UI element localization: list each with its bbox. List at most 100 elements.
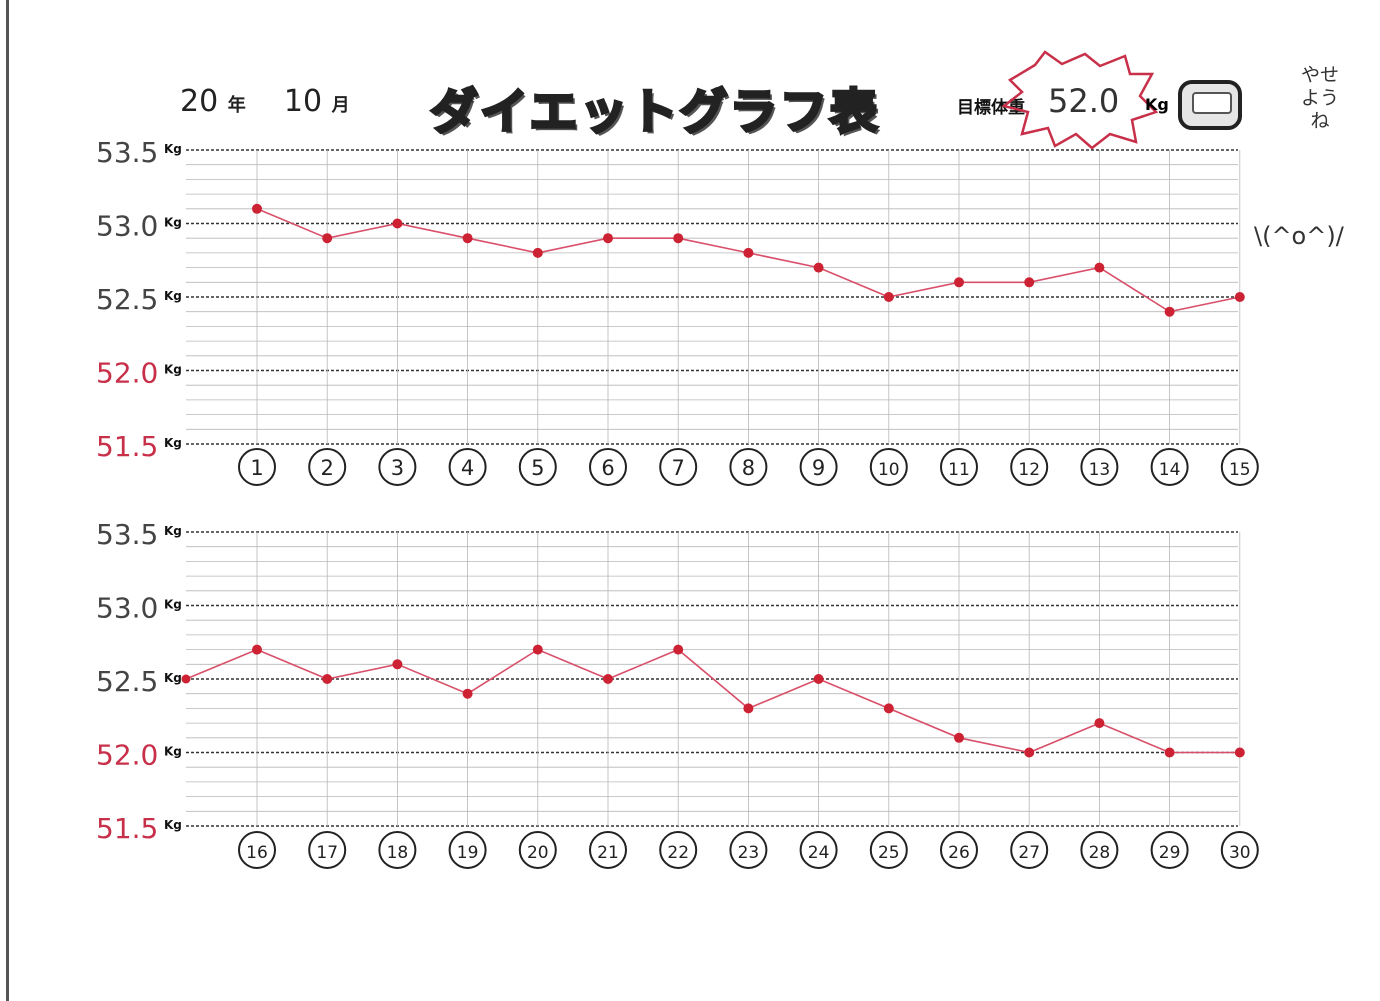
x-tick-label: 27 (1018, 843, 1040, 863)
day-circle (448, 831, 487, 869)
data-point (252, 644, 262, 655)
data-point (252, 203, 262, 214)
month-unit: 月 (331, 95, 350, 116)
day-circle (659, 831, 698, 869)
x-tick-label: 11 (948, 460, 970, 480)
x-tick-label: 29 (1159, 843, 1181, 863)
y-unit-label: Kg (164, 745, 182, 759)
day-circle (1010, 831, 1049, 869)
page-title: ダイエットグラフ表 (429, 83, 880, 142)
year-value: 20 (180, 84, 219, 119)
y-unit-label: Kg (164, 363, 182, 377)
day-circle (238, 448, 276, 486)
x-tick-label: 6 (601, 456, 614, 480)
data-point (1094, 718, 1105, 729)
data-point (883, 292, 894, 302)
series-line (185, 648, 1240, 754)
day-circle (308, 831, 347, 869)
day-circle (1220, 448, 1259, 486)
day-circle (1150, 448, 1189, 486)
goal-weight-value: 52.0 (1048, 82, 1120, 120)
day-circle (940, 448, 978, 486)
data-point (322, 233, 333, 244)
x-tick-label: 23 (738, 843, 760, 863)
scale-icon (1178, 80, 1242, 130)
day-circle (308, 448, 347, 486)
x-tick-label: 10 (878, 460, 900, 480)
data-point (1024, 747, 1035, 758)
data-point (813, 674, 824, 684)
day-circle (729, 448, 768, 486)
x-tick-label: 21 (597, 843, 619, 863)
day-circle (1010, 448, 1049, 486)
y-tick-label: 53.0 (96, 210, 158, 243)
data-point (743, 247, 754, 258)
data-point (883, 703, 894, 714)
day-circle (448, 448, 487, 486)
day-circle (589, 448, 627, 486)
day-circle (1080, 831, 1119, 869)
x-tick-label: 13 (1089, 460, 1111, 480)
data-point (954, 277, 964, 288)
x-tick-label: 20 (527, 843, 549, 863)
page-edge (6, 0, 9, 1001)
x-tick-label: 4 (461, 456, 474, 480)
day-circle (518, 448, 557, 486)
x-tick-label: 14 (1159, 460, 1181, 480)
x-tick-label: 30 (1229, 843, 1251, 863)
goal-burst-icon (1001, 50, 1159, 150)
handwritten-note: やせようね (1300, 64, 1339, 132)
y-unit-label: Kg (164, 142, 182, 156)
day-circle (378, 448, 417, 486)
y-tick-label: 52.0 (96, 739, 158, 772)
data-point (954, 732, 964, 743)
y-unit-label: Kg (164, 818, 182, 832)
data-point (673, 233, 684, 244)
day-circle (378, 831, 417, 869)
y-unit-label: Kg (164, 216, 182, 230)
x-tick-label: 24 (808, 843, 830, 863)
data-point (603, 674, 613, 684)
y-unit-label: Kg (164, 289, 182, 303)
y-tick-label: 53.5 (96, 518, 158, 551)
year-unit: 年 (227, 95, 246, 116)
date-header: 20 年 10 月 (180, 84, 350, 119)
day-circle (799, 448, 838, 486)
data-point (603, 233, 613, 244)
y-tick-label: 52.0 (96, 357, 158, 390)
x-tick-label: 26 (948, 843, 970, 863)
data-point (1234, 292, 1245, 302)
day-circle (799, 831, 838, 869)
day-circle (1080, 448, 1119, 486)
day-circle (238, 831, 276, 869)
data-point (462, 233, 473, 244)
x-tick-label: 7 (672, 456, 685, 480)
data-point (1164, 306, 1175, 317)
x-tick-label: 15 (1229, 460, 1251, 480)
data-point (1024, 277, 1035, 288)
data-point (743, 703, 754, 714)
y-tick-label: 53.5 (96, 136, 158, 169)
day-circle (940, 831, 978, 869)
data-point (462, 688, 473, 699)
x-tick-label: 12 (1018, 460, 1040, 480)
x-tick-label: 25 (878, 843, 900, 863)
day-circle (1150, 831, 1189, 869)
day-circle (518, 831, 557, 869)
data-point (673, 644, 684, 655)
month-value: 10 (283, 84, 323, 119)
day-circle (869, 448, 908, 486)
x-tick-label: 2 (321, 456, 334, 480)
data-point (1234, 747, 1245, 758)
day-circle (589, 831, 627, 869)
data-point (532, 644, 543, 655)
data-point-start (181, 674, 191, 684)
x-tick-label: 16 (246, 843, 268, 863)
y-unit-label: Kg (164, 436, 182, 450)
y-unit-label: Kg (164, 598, 182, 612)
y-unit-label: Kg (164, 671, 182, 685)
data-point (532, 247, 543, 258)
data-point (322, 674, 333, 684)
day-circle (869, 831, 908, 869)
